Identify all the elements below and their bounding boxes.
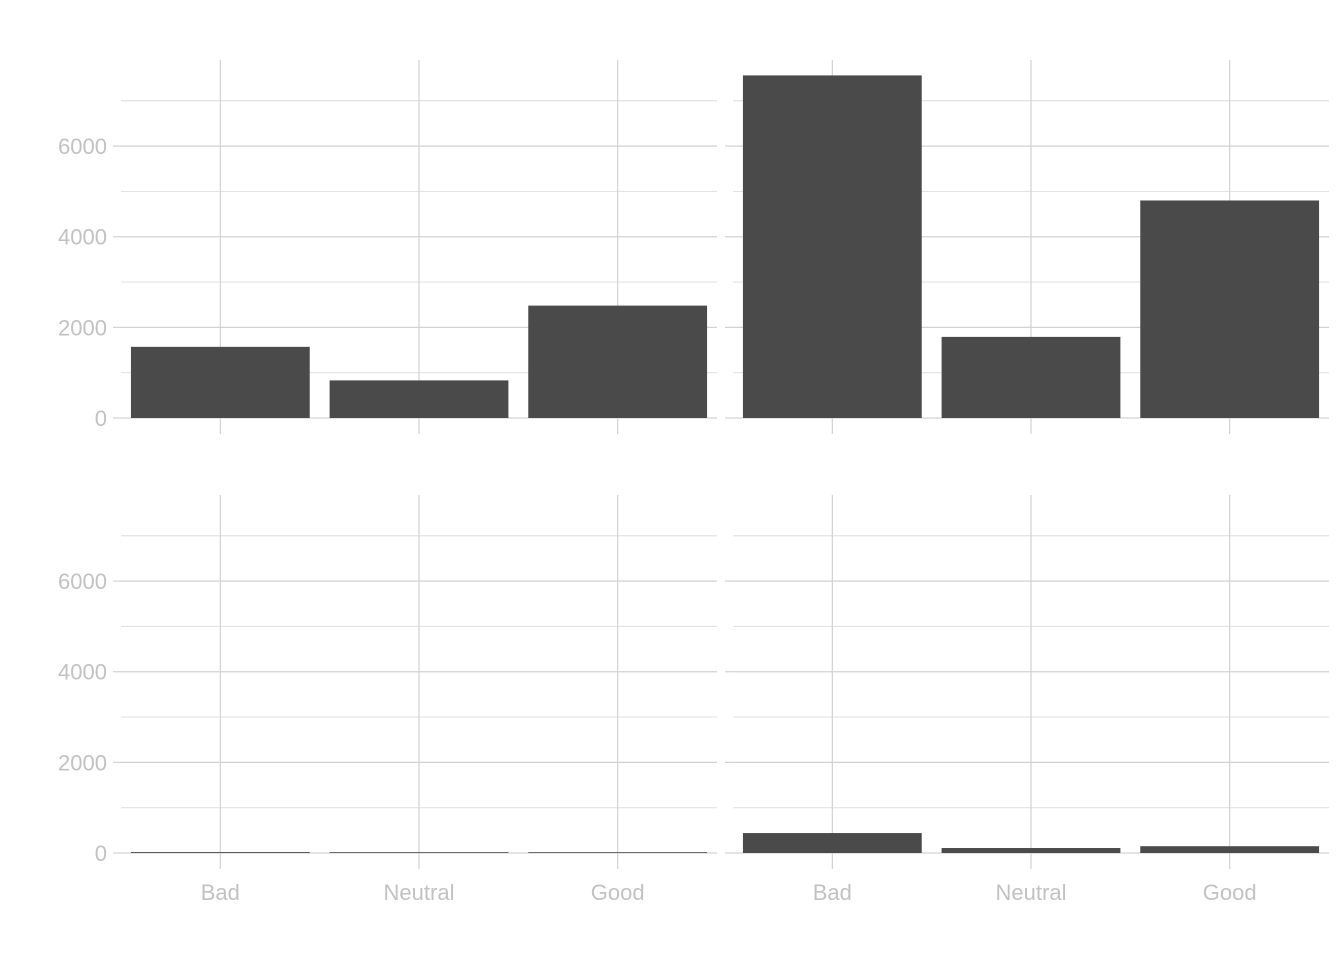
bar-good [1140,846,1320,853]
gridlines [725,495,1329,869]
x-tick-label-bad: Bad [813,880,852,905]
y-tick-label: 0 [95,841,107,866]
x-tick-label-good: Good [591,880,645,905]
x-tick-labels: Bad Neutral Good [201,880,645,905]
bar-neutral [941,848,1121,853]
y-tick-label: 0 [95,406,107,431]
y-tick-labels: 0 2000 4000 6000 [58,134,107,431]
y-tick-label: 2000 [58,315,107,340]
panel-bottom-right: Bad Neutral Good [725,495,1329,905]
y-tick-label: 6000 [58,134,107,159]
bar-bad [130,852,310,853]
x-tick-label-neutral: Neutral [996,880,1067,905]
x-tick-label-bad: Bad [201,880,240,905]
y-tick-label: 4000 [58,660,107,685]
bar-bad [742,833,922,853]
y-tick-label: 6000 [58,569,107,594]
gridlines [113,495,717,869]
bars [130,305,708,418]
bar-good [528,305,708,418]
panel-top-left: 0 2000 4000 6000 [58,60,717,434]
bars [742,75,1320,418]
bars [742,833,1320,853]
bar-bad [742,75,922,418]
y-tick-labels: 0 2000 4000 6000 [58,569,107,866]
bar-neutral [329,852,509,853]
x-tick-label-good: Good [1203,880,1257,905]
bar-good [1140,200,1320,418]
bars [130,852,708,853]
bar-bad [130,346,310,418]
bar-neutral [941,336,1121,418]
x-tick-label-neutral: Neutral [384,880,455,905]
y-tick-label: 2000 [58,750,107,775]
bar-neutral [329,380,509,418]
panel-top-right [725,60,1329,434]
x-tick-labels: Bad Neutral Good [813,880,1257,905]
y-tick-label: 4000 [58,225,107,250]
bar-good [528,852,708,853]
panel-bottom-left: 0 2000 4000 6000 Bad Neutral Good [58,495,717,905]
